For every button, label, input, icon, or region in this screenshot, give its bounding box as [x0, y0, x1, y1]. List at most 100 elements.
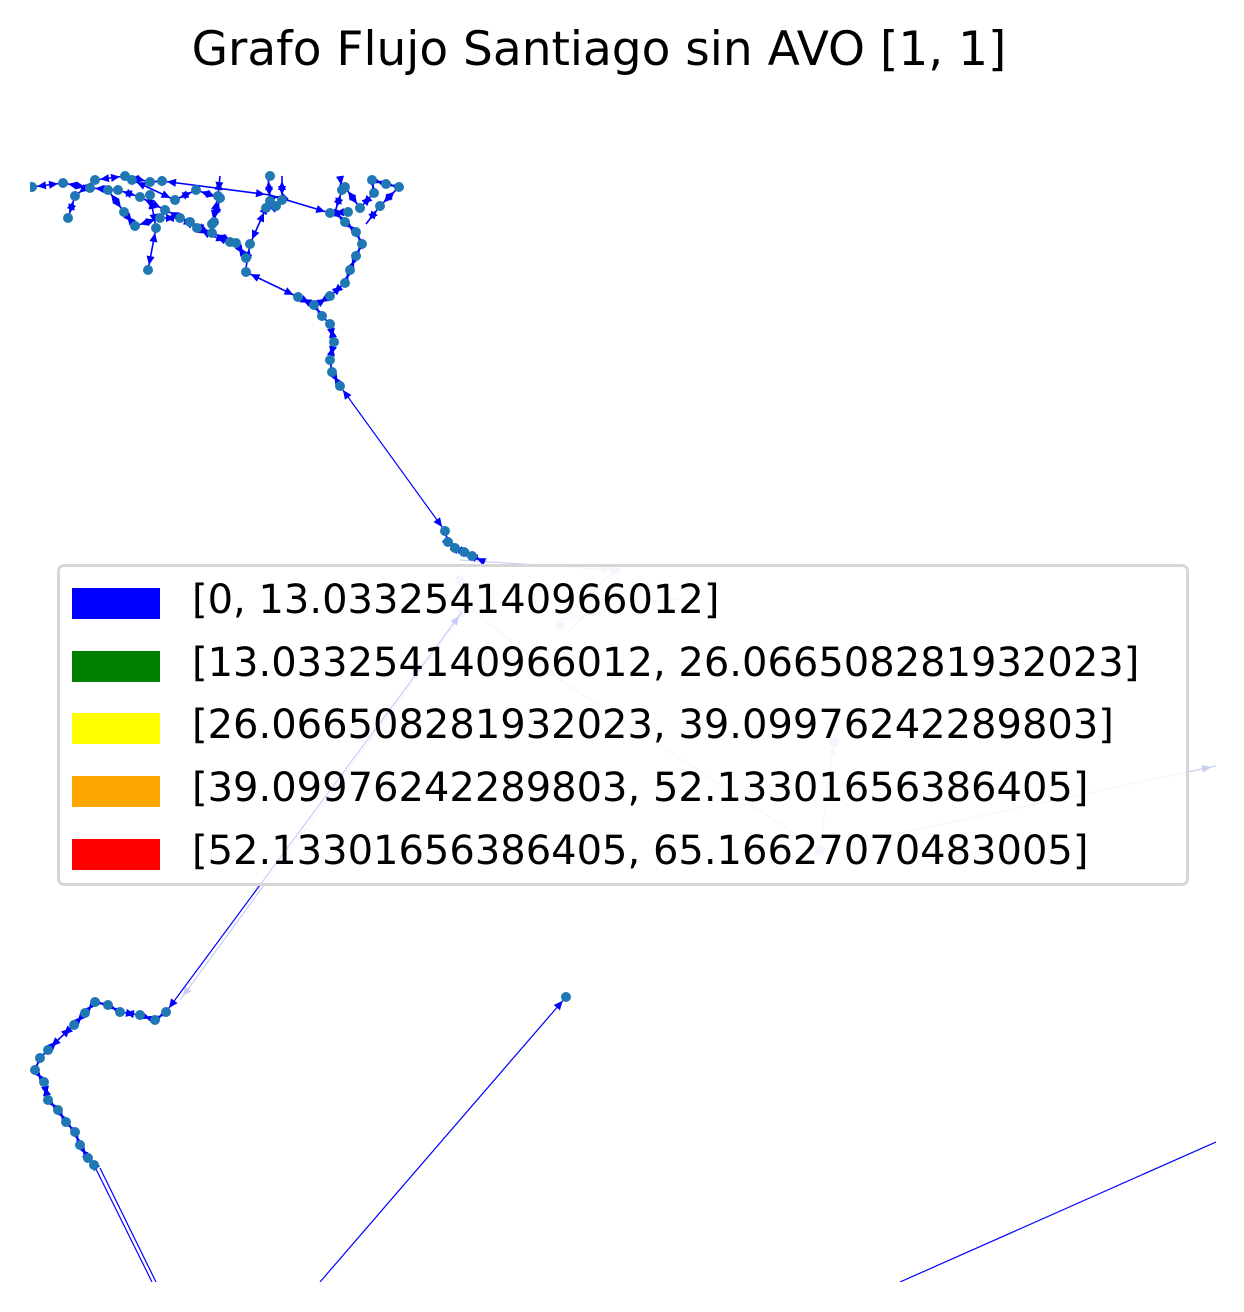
legend-item: [26.066508281932023, 39.09976242289803] — [72, 702, 1182, 749]
legend-swatch — [72, 588, 160, 619]
graph-node — [70, 191, 80, 201]
edge-arrowhead — [333, 194, 342, 205]
graph-node — [53, 1105, 63, 1115]
edge-arrowhead — [211, 200, 220, 211]
edge-arrowhead — [255, 189, 266, 198]
edge-arrowhead — [216, 236, 227, 245]
graph-node — [150, 1015, 160, 1025]
graph-node — [113, 185, 123, 195]
edge-arrowhead — [149, 232, 158, 243]
graph-node — [355, 203, 365, 213]
graph-node — [70, 1127, 80, 1137]
legend-label: [26.066508281932023, 39.09976242289803] — [192, 702, 1114, 748]
edge-arrowhead — [36, 181, 47, 190]
graph-node — [345, 265, 355, 275]
edge-arrowhead — [334, 208, 345, 217]
edge-arrowhead — [347, 191, 357, 201]
edge-arrowhead — [139, 217, 150, 226]
graph-node — [357, 239, 367, 249]
graph-node — [80, 1008, 90, 1018]
graph-node — [215, 193, 225, 203]
graph-node — [443, 537, 453, 547]
graph-node — [135, 192, 145, 202]
graph-node — [43, 1045, 53, 1055]
edge-arrowhead — [283, 287, 294, 295]
graph-node — [241, 253, 251, 263]
edge-arrowhead — [60, 1028, 71, 1038]
legend-swatch — [72, 776, 160, 807]
edge-arrowhead — [200, 190, 211, 199]
edge-arrowhead — [433, 517, 443, 527]
graph-node — [35, 1053, 45, 1063]
graph-node — [340, 278, 350, 288]
edge-arrowhead — [327, 346, 335, 357]
edge-arrowhead — [256, 212, 265, 223]
legend: [0, 13.033254140966012] [13.033254140966… — [57, 564, 1189, 886]
edge-arrowhead — [342, 390, 352, 400]
legend-item: [52.13301656386405, 65.16627070483005] — [72, 828, 1182, 875]
graph-node — [143, 265, 153, 275]
edge-arrowhead — [110, 194, 120, 204]
edge-arrowhead — [363, 195, 373, 205]
graph-node — [90, 997, 100, 1007]
graph-node — [145, 190, 155, 200]
graph-edge — [99, 1167, 157, 1282]
graph-node — [185, 217, 195, 227]
edge-arrowhead — [277, 181, 287, 190]
edge-arrowhead — [112, 198, 122, 208]
edge-arrowhead — [553, 1000, 563, 1011]
graph-node — [351, 227, 361, 237]
graph-node — [157, 176, 167, 186]
legend-label: [0, 13.033254140966012] — [192, 577, 720, 623]
graph-node — [30, 182, 37, 192]
graph-node — [317, 311, 327, 321]
graph-node — [43, 1095, 53, 1105]
edge-arrowhead — [214, 180, 223, 191]
edge-arrowhead — [146, 255, 155, 266]
graph-node — [325, 355, 335, 365]
edge-arrowhead — [238, 247, 248, 257]
edge-arrowhead — [251, 229, 260, 240]
edge-arrowhead — [160, 190, 171, 198]
graph-node — [325, 291, 335, 301]
legend-swatch — [72, 713, 160, 744]
edge-arrowhead — [316, 298, 326, 307]
graph-node — [192, 223, 202, 233]
edge-arrowhead — [336, 175, 345, 186]
legend-label: [39.09976242289803, 52.13301656386405] — [192, 765, 1089, 811]
edge-arrowhead — [169, 212, 180, 220]
graph-node — [130, 221, 140, 231]
graph-node — [135, 1010, 145, 1020]
graph-node — [127, 175, 137, 185]
graph-node — [155, 213, 165, 223]
graph-edge — [319, 996, 567, 1282]
graph-node — [327, 367, 337, 377]
graph-node — [103, 1000, 113, 1010]
edge-arrowhead — [68, 203, 77, 214]
edge-arrowhead — [315, 205, 326, 213]
edge-arrowhead — [210, 209, 219, 220]
graph-node — [440, 526, 450, 536]
graph-node — [459, 547, 469, 557]
edge-arrowhead — [265, 180, 274, 191]
edge-arrowhead — [383, 193, 393, 203]
graph-node — [340, 217, 350, 227]
graph-node — [89, 1160, 99, 1170]
graph-node — [340, 182, 350, 192]
graph-node — [467, 551, 477, 561]
edge-arrowhead — [43, 1086, 51, 1097]
graph-node — [75, 1140, 85, 1150]
graph-node — [85, 183, 95, 193]
legend-item: [13.033254140966012, 26.066508281932023] — [72, 640, 1182, 687]
graph-node — [209, 217, 219, 227]
graph-node — [207, 228, 217, 238]
graph-node — [335, 381, 345, 391]
edge-arrowhead — [136, 182, 147, 190]
graph-node — [175, 213, 185, 223]
legend-swatch — [72, 651, 160, 682]
graph-node — [394, 182, 404, 192]
graph-node — [191, 185, 201, 195]
graph-edge — [899, 1141, 1216, 1282]
edge-arrowhead — [166, 178, 177, 187]
